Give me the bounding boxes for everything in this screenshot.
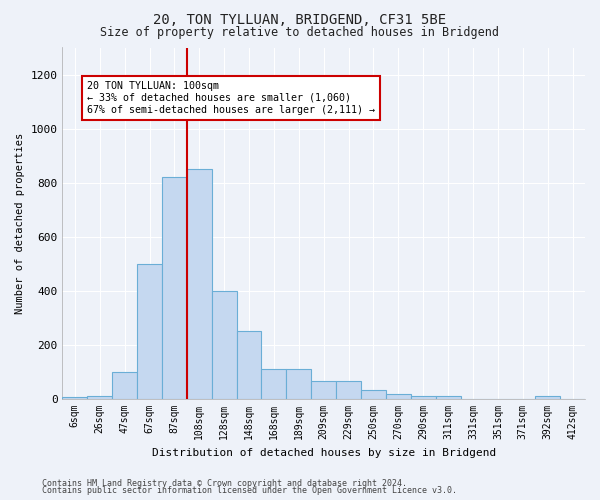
Bar xyxy=(212,291,236,399)
Y-axis label: Number of detached properties: Number of detached properties xyxy=(15,132,25,314)
Bar xyxy=(436,396,461,399)
Bar xyxy=(187,169,212,399)
Bar xyxy=(386,394,411,399)
Bar xyxy=(112,372,137,399)
Bar xyxy=(411,396,436,399)
X-axis label: Distribution of detached houses by size in Bridgend: Distribution of detached houses by size … xyxy=(152,448,496,458)
Text: Contains public sector information licensed under the Open Government Licence v3: Contains public sector information licen… xyxy=(42,486,457,495)
Bar xyxy=(535,396,560,399)
Text: 20, TON TYLLUAN, BRIDGEND, CF31 5BE: 20, TON TYLLUAN, BRIDGEND, CF31 5BE xyxy=(154,12,446,26)
Bar xyxy=(137,264,162,399)
Bar xyxy=(162,178,187,399)
Bar xyxy=(361,390,386,399)
Bar xyxy=(311,382,336,399)
Bar xyxy=(62,397,88,399)
Bar xyxy=(336,382,361,399)
Text: Size of property relative to detached houses in Bridgend: Size of property relative to detached ho… xyxy=(101,26,499,39)
Bar xyxy=(88,396,112,399)
Text: Contains HM Land Registry data © Crown copyright and database right 2024.: Contains HM Land Registry data © Crown c… xyxy=(42,478,407,488)
Bar xyxy=(236,332,262,399)
Text: 20 TON TYLLUAN: 100sqm
← 33% of detached houses are smaller (1,060)
67% of semi-: 20 TON TYLLUAN: 100sqm ← 33% of detached… xyxy=(88,82,376,114)
Bar xyxy=(262,369,286,399)
Bar xyxy=(286,369,311,399)
